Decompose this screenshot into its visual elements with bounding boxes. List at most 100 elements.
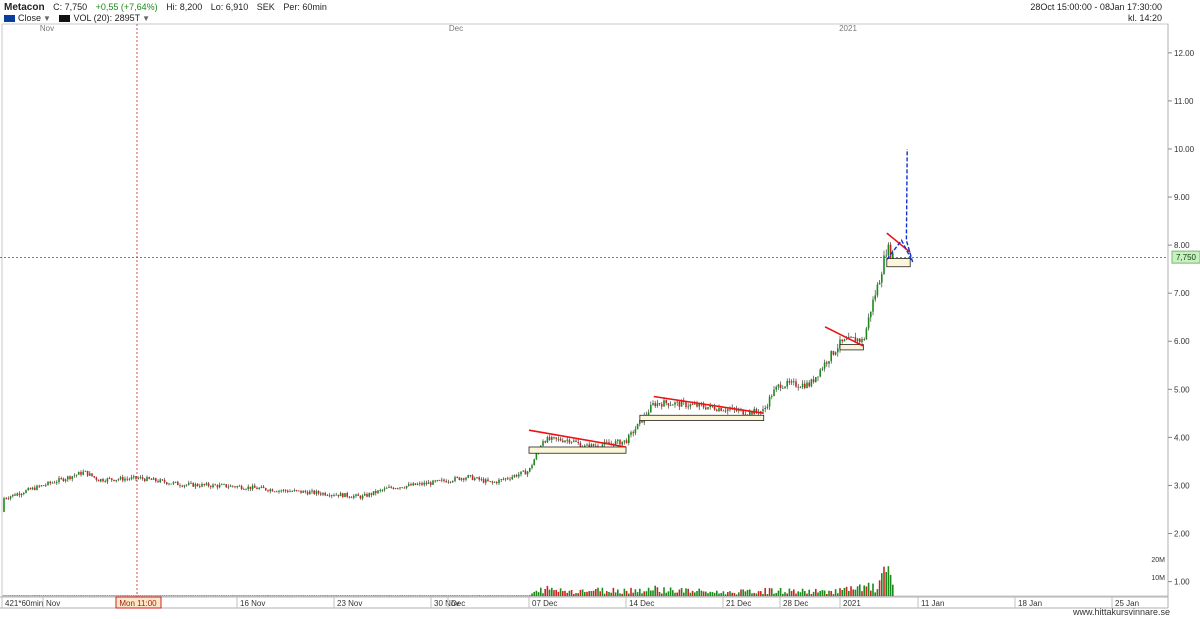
candle [667,403,670,406]
candle [665,400,667,404]
candle [357,494,359,496]
x-tick-label: 23 Nov [337,599,362,608]
candle [861,339,863,343]
volume-bar [797,591,799,596]
volume-bar [529,595,531,596]
volume-bar [562,591,564,596]
crosshair-time-box [115,596,162,609]
volume-bar [749,589,751,596]
candle [223,484,225,486]
candle [29,488,32,490]
volume-bar [636,592,639,596]
volume-bar [634,589,637,596]
candle [845,339,848,341]
candle [181,485,183,487]
candle [370,493,373,495]
candle [221,484,223,486]
volume-bar [500,595,502,596]
volume-bar [810,593,813,596]
candle [225,484,227,488]
candle [364,493,366,496]
last-price-box [1171,250,1200,264]
volume-bar [705,591,707,596]
low-value: Lo: 6,910 [210,2,249,12]
volume-bar [683,592,685,596]
candle [320,493,322,495]
volume-bar [89,595,91,596]
candle [608,442,610,444]
candle [469,475,472,476]
volume-legend-label[interactable]: VOL (20): 2895T [73,13,141,23]
candle [163,480,166,483]
volume-bar [348,595,351,596]
volume-bar [713,592,716,596]
y-tick-label: 2.00 [1174,530,1190,539]
candle [170,483,172,485]
volume-bar [854,589,857,596]
volume-bar [740,589,742,596]
candle [702,404,705,408]
volume-bar [194,595,197,596]
volume-bar [128,595,131,596]
volume-bar [258,595,260,596]
volume-bar [551,587,553,596]
candle [515,475,518,477]
volume-bar [234,595,236,596]
volume-bar [392,595,395,596]
volume-bar [564,590,566,596]
candle [188,483,190,485]
candle [5,498,7,499]
volume-bar [238,595,241,596]
volume-bar [278,595,280,596]
chevron-down-icon[interactable]: ▼ [43,14,51,23]
volume-bar [707,593,709,596]
volume-bar [702,591,705,596]
volume-bar [586,591,588,596]
volume-bar [434,595,436,596]
close-legend-label[interactable]: Close [18,13,42,23]
candle [872,299,874,312]
candle [381,489,384,491]
candle [859,338,861,343]
candle [414,483,417,485]
candle [161,479,164,481]
period-label: Per: 60min [283,2,327,12]
candle [177,481,179,486]
x-tick-label: 11 Jan [921,599,944,608]
candle [830,351,832,362]
volume-bar [368,595,370,596]
chevron-down-icon[interactable]: ▼ [142,14,151,23]
candle [592,444,595,446]
candle [117,479,120,481]
volume-bar [852,589,854,596]
candle [471,475,474,480]
candle [216,485,219,488]
candle [214,484,216,486]
candle [89,473,91,476]
candle [837,348,839,353]
volume-bar [581,589,584,596]
volume-bar [720,593,722,596]
volume-bar [493,595,496,596]
candle [793,381,795,383]
volume-bar [335,595,337,596]
volume-bar [566,592,568,596]
candle [823,362,826,369]
candle [168,483,170,485]
volume-bar [509,595,511,596]
volume-bar [795,593,797,596]
volume-bar [106,595,109,596]
volume-bar [755,593,758,596]
volume-bar [687,588,689,596]
consolidation-box [639,414,765,421]
volume-bar [504,595,507,596]
volume-bar [410,595,412,596]
volume-bar [724,594,727,596]
volume-bar [790,591,793,596]
candle [548,437,551,440]
volume-bar [806,593,808,596]
candle [410,484,412,486]
candle [73,475,76,477]
candle [412,483,414,486]
